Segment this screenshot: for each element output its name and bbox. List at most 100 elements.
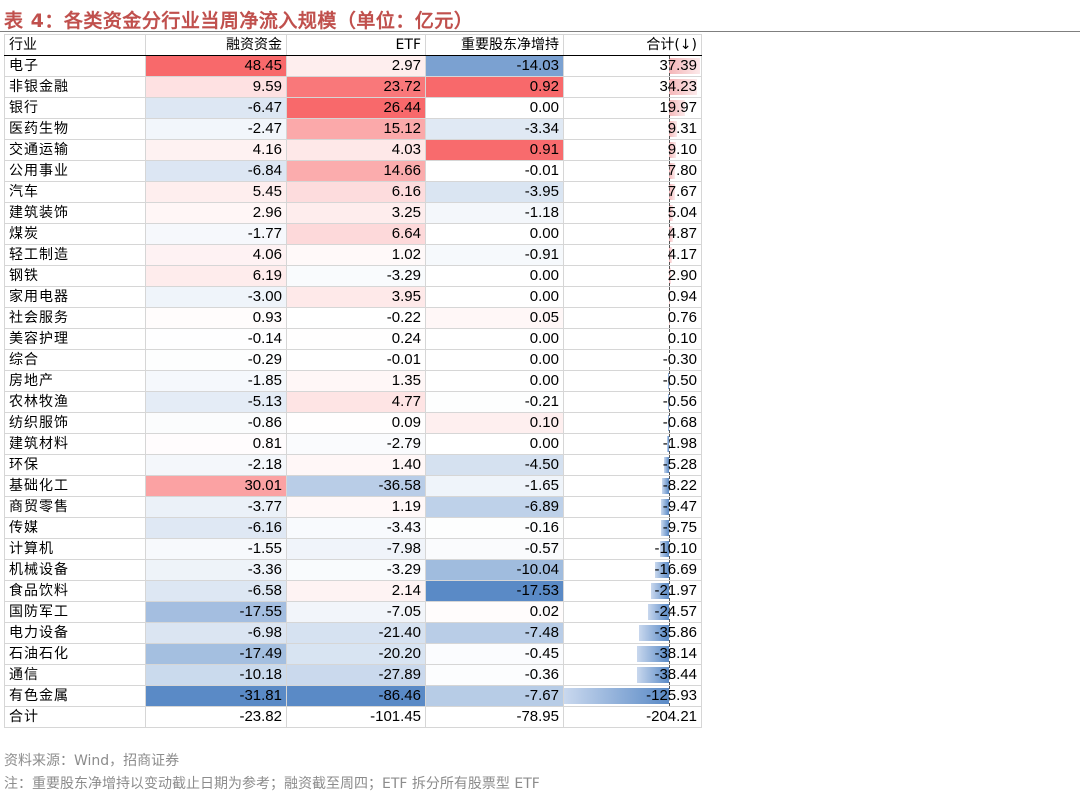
table-row: 煤炭 -1.77 6.64 0.00 4.87 (4, 223, 702, 245)
total-bar (636, 667, 669, 683)
total-bar (668, 58, 700, 74)
industry-name: 国防军工 (4, 601, 146, 623)
etf-cell: 6.16 (286, 181, 426, 203)
industry-name: 钢铁 (4, 265, 146, 287)
total-bar (650, 583, 669, 599)
table-row: 通信 -10.18 -27.89 -0.36 -38.44 (4, 664, 702, 686)
industry-name: 综合 (4, 349, 146, 371)
total-cell: 0.76 (563, 307, 702, 329)
table-row: 商贸零售 -3.77 1.19 -6.89 -9.47 (4, 496, 702, 518)
total-value: -5.28 (662, 456, 697, 473)
industry-name: 通信 (4, 664, 146, 686)
total-cell: -8.22 (563, 475, 702, 497)
total-value: 37.39 (659, 57, 697, 74)
table-row: 传媒 -6.16 -3.43 -0.16 -9.75 (4, 517, 702, 539)
table-row: 计算机 -1.55 -7.98 -0.57 -10.10 (4, 538, 702, 560)
total-value: 0.10 (667, 330, 697, 347)
table-row: 石油石化 -17.49 -20.20 -0.45 -38.14 (4, 643, 702, 665)
industry-name: 公用事业 (4, 160, 146, 182)
zero-axis (668, 119, 670, 139)
margin-cell: 5.45 (145, 181, 287, 203)
holder-cell: -0.01 (425, 160, 564, 182)
table-row: 公用事业 -6.84 14.66 -0.01 7.80 (4, 160, 702, 182)
etf-cell: 14.66 (286, 160, 426, 182)
header-industry: 行业 (4, 34, 146, 56)
industry-name: 房地产 (4, 370, 146, 392)
total-cell: 0.10 (563, 328, 702, 350)
total-value: 0.94 (667, 288, 697, 305)
holder-cell: -0.45 (425, 643, 564, 665)
total-cell: -0.30 (563, 349, 702, 371)
industry-name: 建筑装饰 (4, 202, 146, 224)
total-value: 4.87 (667, 225, 697, 242)
table-row: 美容护理 -0.14 0.24 0.00 0.10 (4, 328, 702, 350)
total-bar (662, 478, 669, 494)
table-row: 环保 -2.18 1.40 -4.50 -5.28 (4, 454, 702, 476)
industry-name: 传媒 (4, 517, 146, 539)
margin-cell: 4.06 (145, 244, 287, 266)
margin-cell: -0.14 (145, 328, 287, 350)
table-row: 综合 -0.29 -0.01 0.00 -0.30 (4, 349, 702, 371)
holder-cell: 0.10 (425, 412, 564, 434)
zero-axis (668, 686, 670, 706)
zero-axis (668, 329, 670, 349)
holder-cell: -0.21 (425, 391, 564, 413)
table-row: 汽车 5.45 6.16 -3.95 7.67 (4, 181, 702, 203)
total-cell: -38.14 (563, 643, 702, 665)
holder-cell: 0.92 (425, 76, 564, 98)
table-row: 医药生物 -2.47 15.12 -3.34 9.31 (4, 118, 702, 140)
total-cell: 0.94 (563, 286, 702, 308)
etf-cell: -86.46 (286, 685, 426, 707)
etf-cell: -7.05 (286, 601, 426, 623)
margin-cell: -1.77 (145, 223, 287, 245)
total-bar (668, 142, 677, 158)
margin-cell: 4.16 (145, 139, 287, 161)
total-bar (664, 457, 669, 473)
zero-axis (668, 434, 670, 454)
industry-flow-table: 行业 融资资金 ETF 重要股东净增持 合计(↓) 电子 48.45 2.97 -14… (4, 34, 702, 728)
zero-axis (668, 665, 670, 685)
total-bar (668, 184, 676, 200)
holder-cell: 0.00 (425, 433, 564, 455)
etf-cell: -3.29 (286, 559, 426, 581)
margin-cell: -1.55 (145, 538, 287, 560)
total-cell: -38.44 (563, 664, 702, 686)
header-total[interactable]: 合计(↓) (563, 34, 702, 56)
total-value: -8.22 (662, 477, 697, 494)
margin-cell: -6.58 (145, 580, 287, 602)
total-value: -9.75 (662, 519, 697, 536)
holder-cell: -0.16 (425, 517, 564, 539)
etf-cell: -2.79 (286, 433, 426, 455)
holder-cell: -14.03 (425, 55, 564, 77)
zero-axis (668, 308, 670, 328)
total-cell: -35.86 (563, 622, 702, 644)
total-cell: -9.75 (563, 517, 702, 539)
holder-cell: 0.00 (425, 328, 564, 350)
total-bar (654, 562, 669, 578)
total-cell: 9.10 (563, 139, 702, 161)
industry-name: 银行 (4, 97, 146, 119)
total-cell: 7.67 (563, 181, 702, 203)
title-divider (0, 31, 1080, 32)
etf-cell: 2.14 (286, 580, 426, 602)
holder-cell: -7.48 (425, 622, 564, 644)
total-value: -0.50 (662, 372, 697, 389)
margin-cell: -2.18 (145, 454, 287, 476)
industry-name: 电子 (4, 55, 146, 77)
etf-cell: 23.72 (286, 76, 426, 98)
table-row: 食品饮料 -6.58 2.14 -17.53 -21.97 (4, 580, 702, 602)
table-row: 农林牧渔 -5.13 4.77 -0.21 -0.56 (4, 391, 702, 413)
industry-name: 轻工制造 (4, 244, 146, 266)
holder-cell: 0.05 (425, 307, 564, 329)
holder-cell: 0.02 (425, 601, 564, 623)
total-cell: -10.10 (563, 538, 702, 560)
zero-axis (668, 224, 670, 244)
zero-axis (668, 623, 670, 643)
total-cell: -9.47 (563, 496, 702, 518)
total-bar (668, 163, 676, 179)
industry-name: 纺织服饰 (4, 412, 146, 434)
zero-axis (668, 371, 670, 391)
total-value: -21.97 (654, 582, 697, 599)
holder-cell: 0.00 (425, 349, 564, 371)
total-value: -24.57 (654, 603, 697, 620)
